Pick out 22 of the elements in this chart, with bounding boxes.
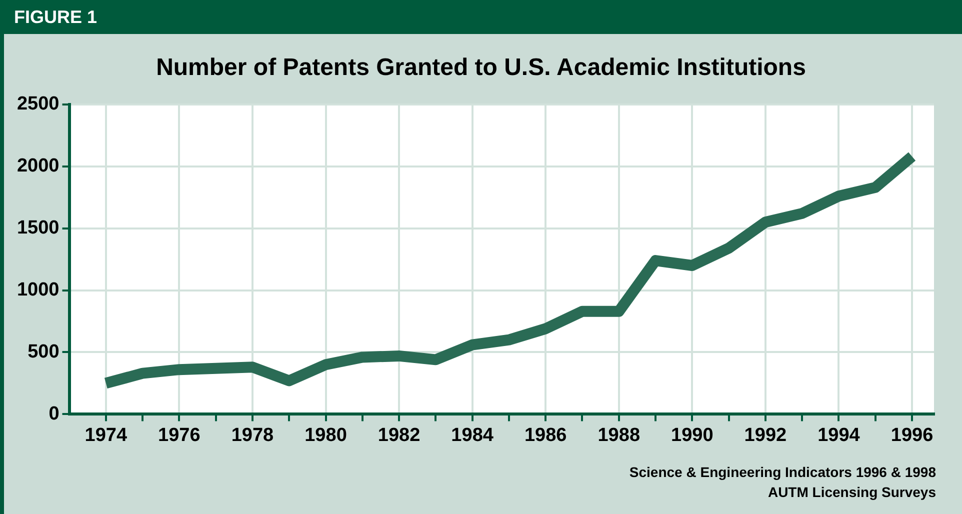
x-tick-label: 1988 [598,424,640,446]
y-tick-label: 0 [48,403,60,424]
x-tick-label: 1982 [378,424,420,446]
y-tick-label: 500 [28,341,60,362]
y-tick-label: 2500 [16,94,60,115]
y-tick-label: 1000 [16,280,60,301]
y-tick-label: 2000 [16,156,60,177]
x-tick-label: 1976 [158,424,200,446]
text: AUTM Licensing Surveys [766,483,936,502]
x-tick-label: 1990 [671,424,714,446]
chart-title: Number of Patents Granted to U.S. Academic Institutions [155,54,807,82]
x-tick-label: 1978 [231,424,274,446]
x-tick-label: 1992 [744,424,787,446]
x-tick-label: 1980 [304,424,347,446]
x-tick-label: 1984 [451,424,494,446]
x-tick-label: 1996 [890,424,934,446]
text: Science & Engineering Indicators 1996 & 1998 [629,463,936,482]
x-tick-label: 1994 [818,424,860,446]
caption: FIGURE 1 [14,7,98,28]
y-tick-label: 1500 [16,218,60,239]
x-tick-label: 1974 [84,424,128,446]
x-tick-label: 1986 [524,424,567,446]
